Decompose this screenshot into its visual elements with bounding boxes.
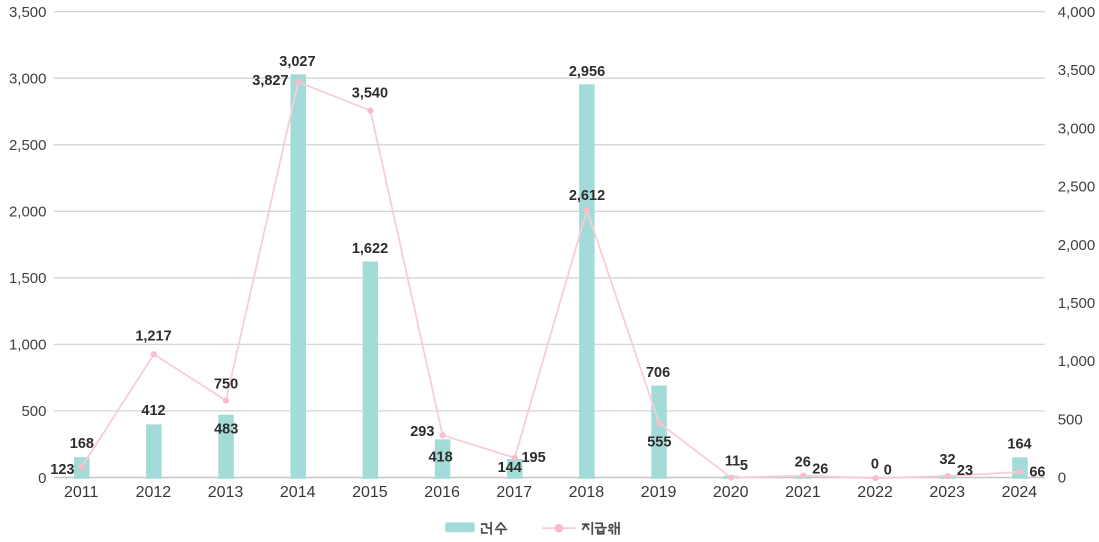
svg-text:2,000: 2,000 [1058, 237, 1096, 254]
svg-text:2017: 2017 [496, 484, 532, 501]
svg-text:2012: 2012 [136, 484, 172, 501]
svg-text:0: 0 [1058, 470, 1066, 487]
svg-text:23: 23 [957, 463, 973, 479]
svg-text:123: 123 [50, 462, 74, 478]
svg-text:2016: 2016 [424, 484, 460, 501]
svg-text:1,000: 1,000 [9, 337, 47, 354]
svg-text:1,500: 1,500 [9, 270, 47, 287]
svg-text:2022: 2022 [857, 484, 893, 501]
svg-text:2,000: 2,000 [9, 204, 47, 221]
svg-text:4,000: 4,000 [1058, 4, 1096, 21]
svg-text:1,622: 1,622 [352, 241, 388, 257]
svg-text:2014: 2014 [280, 484, 316, 501]
svg-text:483: 483 [214, 421, 238, 437]
svg-text:2,956: 2,956 [569, 64, 605, 80]
svg-text:3,540: 3,540 [352, 86, 388, 102]
svg-text:2,612: 2,612 [569, 188, 605, 204]
svg-text:3,000: 3,000 [1058, 120, 1096, 137]
svg-text:2013: 2013 [208, 484, 244, 501]
svg-text:1,500: 1,500 [1058, 295, 1096, 312]
svg-text:418: 418 [428, 450, 452, 466]
svg-text:2023: 2023 [929, 484, 965, 501]
svg-text:144: 144 [498, 460, 522, 476]
svg-text:2020: 2020 [713, 484, 749, 501]
svg-text:26: 26 [795, 454, 811, 470]
svg-text:750: 750 [214, 376, 238, 392]
svg-text:412: 412 [141, 403, 165, 419]
svg-text:500: 500 [1058, 412, 1083, 429]
svg-text:2011: 2011 [64, 484, 99, 501]
svg-text:164: 164 [1007, 436, 1031, 452]
svg-text:66: 66 [1029, 464, 1045, 480]
svg-text:555: 555 [647, 435, 671, 451]
svg-text:1,000: 1,000 [1058, 353, 1096, 370]
svg-text:3,500: 3,500 [1058, 62, 1096, 79]
svg-text:32: 32 [939, 452, 955, 468]
svg-text:706: 706 [646, 365, 670, 381]
svg-text:2018: 2018 [569, 484, 605, 501]
svg-text:0: 0 [38, 470, 46, 487]
svg-text:3,827: 3,827 [252, 73, 288, 89]
svg-text:0: 0 [884, 463, 892, 479]
svg-text:2019: 2019 [641, 484, 677, 501]
svg-text:2021: 2021 [785, 484, 821, 501]
svg-text:2,500: 2,500 [9, 137, 47, 154]
svg-text:293: 293 [410, 424, 434, 440]
svg-text:26: 26 [812, 462, 828, 478]
svg-text:1,217: 1,217 [135, 329, 171, 345]
svg-text:2015: 2015 [352, 484, 388, 501]
svg-text:500: 500 [21, 403, 46, 420]
svg-text:3,000: 3,000 [9, 71, 47, 88]
svg-text:5: 5 [740, 458, 748, 474]
svg-text:195: 195 [521, 450, 545, 466]
svg-text:2024: 2024 [1002, 484, 1038, 501]
svg-text:2,500: 2,500 [1058, 179, 1096, 196]
svg-text:168: 168 [70, 436, 94, 452]
svg-text:11: 11 [725, 453, 740, 469]
svg-text:3,500: 3,500 [9, 4, 47, 21]
svg-text:3,027: 3,027 [279, 54, 315, 70]
svg-text:0: 0 [871, 457, 879, 473]
